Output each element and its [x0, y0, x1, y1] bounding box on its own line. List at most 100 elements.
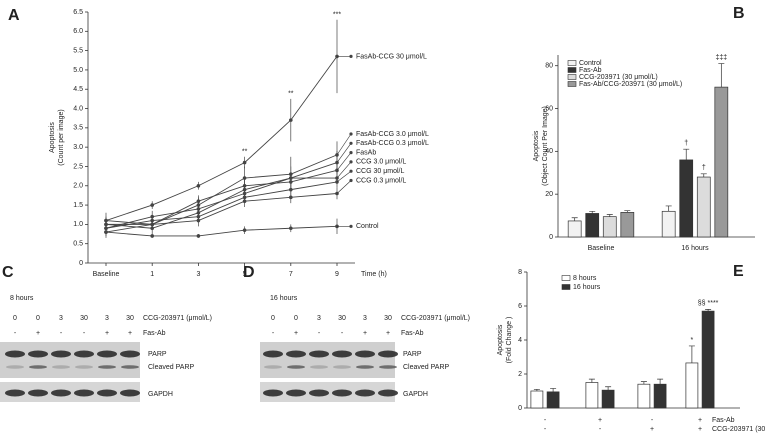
y-tick-label: 4: [518, 337, 522, 344]
series-line: [106, 154, 338, 225]
significance: *: [691, 337, 694, 344]
band: [5, 350, 25, 358]
concentration: 0: [271, 315, 275, 322]
y-tick-label: 3.0: [73, 144, 83, 151]
bar: [546, 391, 560, 409]
label-marker: [349, 160, 353, 164]
data-point: [104, 218, 108, 223]
error-bar: [665, 205, 672, 212]
concentration: 0: [13, 315, 17, 322]
band: [74, 350, 94, 358]
legend-label: Control: [579, 60, 602, 67]
data-point: [196, 183, 201, 188]
sign: -: [599, 426, 602, 433]
significance: ‡‡‡: [715, 54, 727, 61]
data-point: [150, 203, 154, 207]
legend-label: Fas-Ab/CCG-203971 (30 μmol/L): [579, 81, 682, 88]
sign: -: [544, 426, 547, 433]
panel-letter: C: [2, 264, 14, 281]
panel-letter: B: [733, 5, 745, 22]
bar: [661, 210, 676, 238]
fas-sign: -: [83, 330, 86, 337]
series-line: [105, 181, 338, 229]
y-axis-label: (Fold Change ): [506, 317, 513, 364]
fas-label: Fas-Ab: [401, 330, 424, 337]
band: [287, 365, 305, 369]
error-bar: [683, 148, 690, 160]
y-tick-label: 2.5: [73, 163, 83, 170]
data-point: [289, 226, 293, 231]
band: [378, 389, 398, 397]
y-axis-label: Apoptosis: [533, 130, 540, 161]
legend-swatch: [567, 60, 577, 66]
bar: [601, 389, 615, 409]
y-tick-label: 1.0: [73, 221, 83, 228]
series-line: [105, 169, 338, 225]
y-tick-label: 6.0: [73, 28, 83, 35]
error-bar: [657, 378, 664, 385]
y-tick-label: 6.5: [73, 9, 83, 16]
series-label: CCG 30 μmol/L: [356, 168, 404, 175]
data-point: [104, 230, 108, 234]
band: [6, 365, 24, 369]
band: [75, 365, 93, 369]
concentration: 30: [126, 315, 134, 322]
concentration: 30: [80, 315, 88, 322]
label-marker: [349, 178, 353, 183]
data-point: [289, 176, 293, 180]
concentration: 3: [105, 315, 109, 322]
error-bar: [606, 214, 613, 217]
band: [51, 389, 71, 397]
sign: -: [544, 417, 547, 424]
bar: [685, 362, 699, 409]
y-tick-label: 4.5: [73, 86, 83, 93]
band-label: Cleaved PARP: [148, 364, 195, 371]
band: [74, 389, 94, 397]
significance: §§ ****: [698, 300, 719, 307]
series-line: [105, 56, 338, 221]
legend-swatch: [567, 74, 577, 80]
data-point: [242, 199, 247, 204]
sign: -: [651, 417, 654, 424]
bar: [679, 159, 694, 238]
error-bar: [700, 173, 707, 178]
fas-sign: +: [128, 330, 132, 337]
label-leader: [336, 133, 352, 156]
bar: [585, 382, 599, 409]
x-tick-label: 9: [335, 271, 339, 278]
significance: **: [242, 149, 248, 156]
band-label: PARP: [403, 351, 422, 358]
legend-label: 8 hours: [573, 275, 597, 282]
error-bar: [589, 210, 596, 214]
band: [264, 365, 282, 369]
y-tick-label: 5.0: [73, 67, 83, 74]
y-tick-label: 0: [549, 234, 553, 241]
band: [28, 389, 48, 397]
error-bar: [550, 388, 557, 392]
fas-sign: +: [363, 330, 367, 337]
blot-time: 16 hours: [270, 295, 298, 302]
band: [378, 350, 398, 358]
bar: [637, 383, 651, 409]
blot-time: 8 hours: [10, 295, 34, 302]
label-marker: [349, 224, 353, 228]
label-leader: [336, 152, 352, 171]
sign: +: [698, 426, 702, 433]
label-leader: [336, 170, 352, 183]
legend-label: CCG-203971 (30 μmol/L): [579, 74, 658, 81]
data-point: [196, 234, 201, 238]
y-tick-label: 2.0: [73, 183, 83, 190]
bar: [620, 212, 635, 238]
y-tick-label: 0: [518, 405, 522, 412]
legend-swatch: [561, 275, 571, 281]
fas-sign: -: [318, 330, 321, 337]
bar: [530, 390, 544, 409]
legend-swatch: [567, 81, 577, 87]
y-axis-label: (Object Count Per Image): [542, 106, 549, 186]
concentration: 30: [338, 315, 346, 322]
series-line: [105, 193, 338, 233]
sign: +: [698, 417, 702, 424]
y-tick-label: 60: [545, 105, 553, 112]
row-label: CCG-203971 (30 μmol/L): [712, 426, 765, 433]
